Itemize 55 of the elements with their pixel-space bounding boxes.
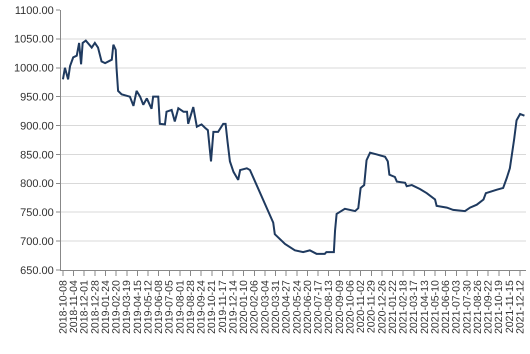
x-tick-label: 2020-06-20 [302,280,314,334]
x-tick-label: 2019-12-14 [227,280,240,334]
x-tick-label: 2019-11-17 [216,280,229,334]
x-tick-label: 2020-10-06 [344,280,356,334]
x-tick-label: 2018-12-28 [89,280,102,334]
x-tick-label: 2019-04-15 [132,280,144,334]
y-tick-label: 650.00 [20,264,54,277]
x-tick-label: 2021-08-26 [472,280,484,334]
x-tick-label: 2018-11-04 [68,280,80,334]
x-tick-label: 2020-04-27 [280,280,293,334]
x-tick-label: 2020-11-29 [366,280,378,334]
y-tick-label: 1000.00 [14,62,54,75]
x-tick-label: 2020-08-13 [323,280,336,334]
y-tick-label: 1100.00 [14,4,54,17]
x-tick-label: 2019-05-12 [142,280,154,334]
x-tick-label: 2020-07-17 [312,280,325,334]
x-tick-label: 2021-05-10 [429,280,442,334]
y-tick-label: 850.00 [20,149,54,162]
x-tick-label: 2020-12-26 [376,280,388,334]
y-tick-label: 950.00 [20,92,54,104]
x-tick-label: 2021-10-19 [493,280,506,334]
x-tick-label: 2020-01-10 [238,280,250,334]
y-tick-label: 900.00 [20,120,54,132]
x-tick-label: 2020-02-06 [248,280,261,334]
x-tick-label: 2020-05-24 [291,280,304,334]
x-tick-label: 2019-07-05 [164,280,176,334]
x-tick-label: 2019-01-24 [100,280,112,334]
x-tick-label: 2021-07-30 [461,280,474,334]
x-tick-label: 2018-12-01 [78,280,91,334]
line-series [62,40,526,255]
x-tick-label: 2021-06-06 [440,280,452,334]
y-tick-label: 1050.00 [14,34,54,46]
x-tick-label: 2021-09-22 [482,280,495,334]
x-tick-label: 2020-03-04 [259,280,272,334]
x-tick-label: 2019-10-21 [206,280,218,334]
x-tick-label: 2019-08-01 [174,280,186,334]
x-tick-label: 2021-03-17 [408,280,420,334]
y-tick-label: 800.00 [20,178,54,190]
x-tick-label: 2019-02-20 [110,280,123,334]
x-tick-label: 2021-02-18 [398,280,410,334]
x-tick-label: 2021-04-13 [418,280,431,334]
x-tick-label: 2021-11-15 [504,280,516,334]
x-tick-label: 2020-09-09 [334,280,346,334]
y-tick-label: 700.00 [20,236,54,248]
x-tick-label: 2021-01-22 [386,280,399,334]
x-tick-label: 2020-11-02 [355,280,368,334]
x-tick-label: 2020-03-31 [270,280,282,334]
x-tick-label: 2019-09-24 [196,280,208,334]
y-tick-label: 750.00 [20,207,54,220]
x-tick-label: 2019-08-28 [184,280,197,334]
x-tick-label: 2019-06-08 [153,280,166,334]
x-tick-label: 2021-07-03 [450,280,463,334]
x-tick-label: 2018-10-08 [57,280,70,334]
x-tick-label: 2019-03-19 [121,280,134,334]
x-tick-label: 2021-12-12 [514,280,527,334]
